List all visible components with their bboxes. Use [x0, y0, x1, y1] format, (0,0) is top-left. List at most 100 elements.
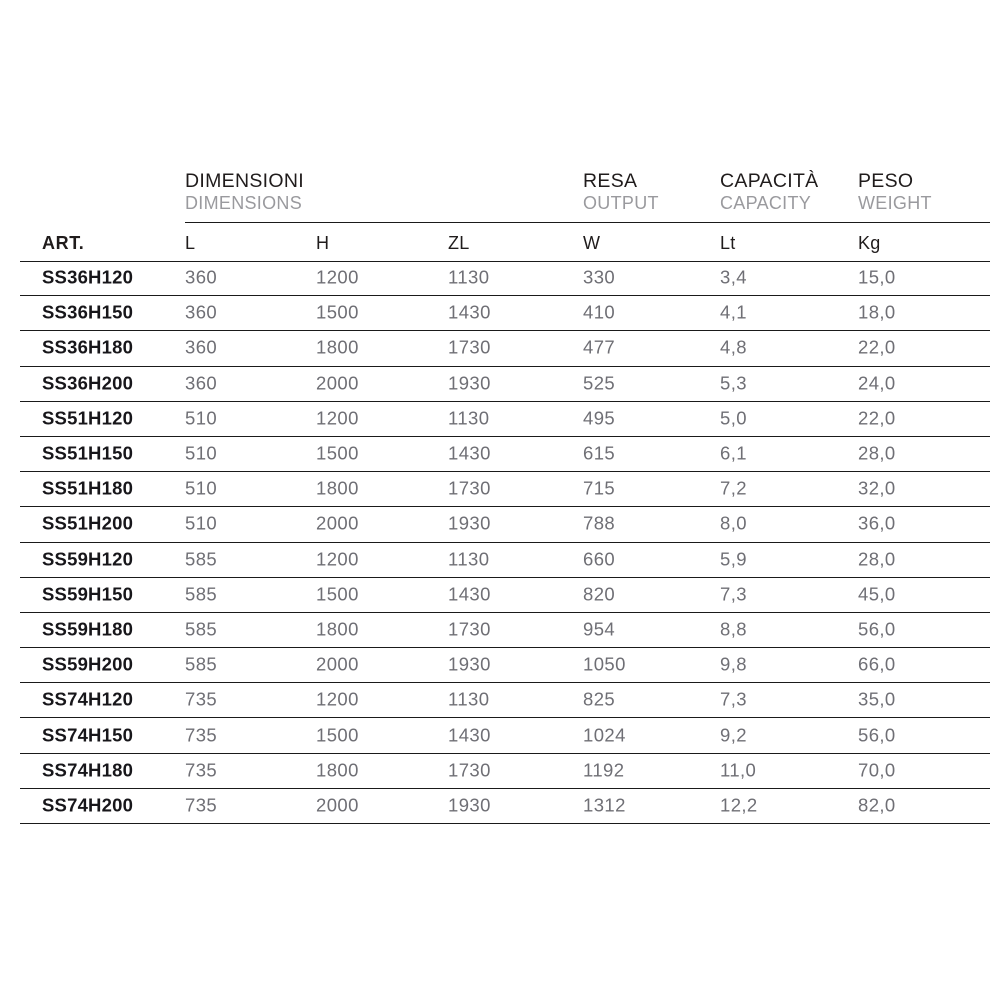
cell-w: 1050	[583, 653, 626, 675]
cell-art: SS36H200	[42, 372, 134, 394]
cell-lt: 5,9	[720, 548, 747, 570]
cell-w: 820	[583, 583, 616, 605]
cell-kg: 22,0	[858, 407, 896, 429]
cell-zl: 1730	[448, 477, 491, 499]
table-row: SS74H120 735 1200 1130 825 7,3 35,0	[20, 683, 990, 719]
cell-zl: 1430	[448, 442, 491, 464]
cell-art: SS74H180	[42, 759, 134, 781]
cell-h: 2000	[316, 512, 359, 534]
cell-kg: 66,0	[858, 653, 896, 675]
cell-kg: 32,0	[858, 477, 896, 499]
cell-h: 1500	[316, 724, 359, 746]
cell-h: 1200	[316, 548, 359, 570]
cell-l: 510	[185, 512, 218, 534]
cell-h: 1800	[316, 618, 359, 640]
column-header-kg: Kg	[858, 233, 881, 253]
cell-zl: 1130	[448, 407, 490, 429]
cell-art: SS74H150	[42, 724, 134, 746]
cell-kg: 28,0	[858, 442, 896, 464]
cell-kg: 22,0	[858, 337, 896, 359]
table-column-header-row: ART. L H ZL W Lt Kg	[20, 222, 990, 262]
cell-l: 735	[185, 794, 218, 816]
table-row: SS51H180 510 1800 1730 715 7,2 32,0	[20, 472, 990, 508]
cell-h: 1800	[316, 477, 359, 499]
table-row: SS59H200 585 2000 1930 1050 9,8 66,0	[20, 648, 990, 684]
group-header-dimensioni-en: DIMENSIONS	[185, 192, 303, 213]
cell-zl: 1130	[448, 688, 490, 710]
cell-kg: 70,0	[858, 759, 896, 781]
group-header-dimensioni: DIMENSIONI DIMENSIONS	[185, 171, 304, 213]
column-header-lt: Lt	[720, 233, 736, 253]
cell-h: 1200	[316, 407, 359, 429]
cell-art: SS59H120	[42, 548, 134, 570]
cell-zl: 1430	[448, 724, 491, 746]
cell-l: 360	[185, 337, 218, 359]
cell-art: SS59H150	[42, 583, 134, 605]
table-row: SS36H180 360 1800 1730 477 4,8 22,0	[20, 331, 990, 367]
cell-l: 360	[185, 266, 218, 288]
cell-lt: 7,3	[720, 688, 747, 710]
cell-lt: 9,8	[720, 653, 747, 675]
cell-lt: 12,2	[720, 794, 758, 816]
cell-art: SS36H150	[42, 301, 134, 323]
cell-zl: 1130	[448, 266, 490, 288]
cell-w: 330	[583, 266, 616, 288]
cell-art: SS51H180	[42, 477, 134, 499]
cell-art: SS59H200	[42, 653, 134, 675]
cell-l: 735	[185, 688, 218, 710]
group-header-resa: RESA OUTPUT	[583, 170, 659, 213]
cell-kg: 56,0	[858, 724, 896, 746]
group-header-peso-en: WEIGHT	[858, 192, 932, 213]
cell-l: 510	[185, 442, 218, 464]
cell-h: 1500	[316, 583, 359, 605]
cell-l: 585	[185, 583, 218, 605]
column-header-divider	[20, 261, 990, 262]
cell-zl: 1130	[448, 548, 490, 570]
group-header-resa-it: RESA	[583, 170, 638, 192]
cell-lt: 11,0	[720, 759, 757, 781]
cell-h: 1800	[316, 337, 359, 359]
cell-l: 585	[185, 548, 218, 570]
cell-h: 2000	[316, 653, 359, 675]
cell-w: 477	[583, 337, 616, 359]
cell-art: SS51H150	[42, 442, 134, 464]
table-row: SS74H200 735 2000 1930 1312 12,2 82,0	[20, 789, 990, 824]
table-row: SS36H200 360 2000 1930 525 5,3 24,0	[20, 367, 990, 402]
cell-lt: 9,2	[720, 724, 747, 746]
cell-lt: 5,3	[720, 372, 747, 394]
specification-table: DIMENSIONI DIMENSIONS RESA OUTPUT CAPACI…	[20, 170, 990, 824]
cell-kg: 15,0	[858, 266, 896, 288]
cell-zl: 1730	[448, 759, 491, 781]
cell-lt: 3,4	[720, 266, 747, 288]
cell-zl: 1930	[448, 653, 491, 675]
cell-lt: 7,2	[720, 477, 747, 499]
cell-w: 788	[583, 512, 616, 534]
cell-zl: 1430	[448, 301, 491, 323]
group-header-peso-it: PESO	[858, 170, 914, 192]
column-header-l: L	[185, 233, 196, 253]
table-row: SS36H150 360 1500 1430 410 4,1 18,0	[20, 296, 990, 332]
cell-kg: 56,0	[858, 618, 896, 640]
column-header-w: W	[583, 233, 601, 253]
cell-kg: 45,0	[858, 583, 896, 605]
cell-lt: 4,1	[720, 301, 747, 323]
cell-l: 735	[185, 724, 218, 746]
table-group-header-row: DIMENSIONI DIMENSIONS RESA OUTPUT CAPACI…	[20, 170, 990, 223]
group-header-capacita-en: CAPACITY	[720, 192, 812, 213]
group-header-resa-en: OUTPUT	[583, 192, 659, 213]
table-row: SS36H120 360 1200 1130 330 3,4 15,0	[20, 261, 990, 297]
cell-kg: 18,0	[858, 301, 896, 323]
cell-lt: 8,8	[720, 618, 747, 640]
cell-zl: 1730	[448, 337, 491, 359]
cell-h: 2000	[316, 372, 359, 394]
table-row: SS51H200 510 2000 1930 788 8,0 36,0	[20, 507, 990, 543]
cell-h: 1800	[316, 759, 359, 781]
cell-w: 825	[583, 688, 616, 710]
cell-art: SS36H120	[42, 266, 134, 288]
column-header-art: ART.	[42, 233, 85, 253]
group-header-peso: PESO WEIGHT	[858, 170, 932, 213]
table-row: SS51H120 510 1200 1130 495 5,0 22,0	[20, 402, 990, 437]
table-row: SS74H180 735 1800 1730 1192 11,0 70,0	[20, 754, 990, 789]
cell-lt: 7,3	[720, 583, 747, 605]
cell-l: 585	[185, 653, 218, 675]
